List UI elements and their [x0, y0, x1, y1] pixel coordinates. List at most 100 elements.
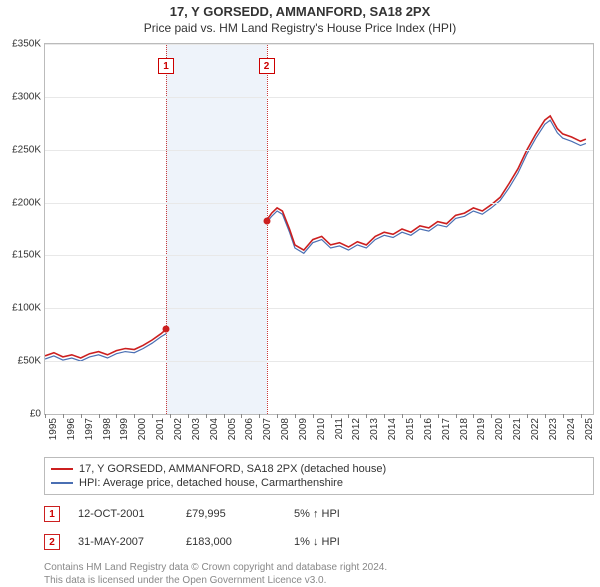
transaction-date: 12-OCT-2001: [78, 508, 168, 520]
legend-swatch: [51, 482, 73, 484]
x-axis-label: 2011: [334, 418, 345, 440]
transaction-marker: 1: [44, 506, 60, 522]
transactions-table: 112-OCT-2001£79,9955% HPI231-MAY-2007£18…: [44, 503, 594, 559]
legend-box: 17, Y GORSEDD, AMMANFORD, SA18 2PX (deta…: [44, 457, 594, 495]
x-tick: [384, 414, 385, 418]
footer-line-1: Contains HM Land Registry data © Crown c…: [44, 561, 594, 574]
x-tick: [277, 414, 278, 418]
gridline: [45, 97, 593, 98]
x-axis-label: 2009: [298, 418, 309, 440]
x-axis-label: 2025: [584, 418, 595, 440]
x-axis-label: 2018: [459, 418, 470, 440]
x-tick: [45, 414, 46, 418]
x-axis-label: 2012: [351, 418, 362, 440]
x-axis-label: 1995: [48, 418, 59, 440]
x-axis-label: 2023: [548, 418, 559, 440]
x-axis-label: 2019: [476, 418, 487, 440]
gridline: [45, 203, 593, 204]
transaction-price: £79,995: [186, 508, 276, 520]
x-tick: [545, 414, 546, 418]
x-tick: [438, 414, 439, 418]
chart-title: 17, Y GORSEDD, AMMANFORD, SA18 2PX: [0, 4, 600, 19]
legend-item: 17, Y GORSEDD, AMMANFORD, SA18 2PX (deta…: [51, 462, 587, 476]
band-edge: [166, 44, 167, 414]
chart-subtitle: Price paid vs. HM Land Registry's House …: [0, 21, 600, 35]
y-axis-label: £250K: [12, 144, 41, 155]
transaction-price: £183,000: [186, 536, 276, 548]
x-tick: [81, 414, 82, 418]
y-axis-label: £300K: [12, 91, 41, 102]
x-axis-label: 2003: [191, 418, 202, 440]
x-tick: [473, 414, 474, 418]
data-point-1: [163, 326, 170, 333]
y-axis-label: £100K: [12, 303, 41, 314]
gridline: [45, 44, 593, 45]
x-axis-label: 2020: [494, 418, 505, 440]
gridline: [45, 308, 593, 309]
y-axis-label: £350K: [12, 39, 41, 50]
x-axis-label: 2017: [441, 418, 452, 440]
x-tick: [63, 414, 64, 418]
x-tick: [152, 414, 153, 418]
x-tick: [581, 414, 582, 418]
x-axis-label: 2004: [209, 418, 220, 440]
x-tick: [420, 414, 421, 418]
series-subject: [45, 116, 586, 358]
footer-line-2: This data is licensed under the Open Gov…: [44, 574, 594, 587]
x-axis-label: 2024: [566, 418, 577, 440]
legend-label: HPI: Average price, detached house, Carm…: [79, 477, 343, 489]
legend-item: HPI: Average price, detached house, Carm…: [51, 476, 587, 490]
x-tick: [224, 414, 225, 418]
chart-area: £0£50K£100K£150K£200K£250K£300K£350K1995…: [44, 43, 594, 415]
x-tick: [116, 414, 117, 418]
x-tick: [348, 414, 349, 418]
x-tick: [295, 414, 296, 418]
x-tick: [241, 414, 242, 418]
x-tick: [134, 414, 135, 418]
x-axis-label: 2015: [405, 418, 416, 440]
y-axis-label: £150K: [12, 250, 41, 261]
x-axis-label: 2013: [369, 418, 380, 440]
highlight-band: [166, 44, 266, 414]
chart-marker-2: 2: [259, 58, 275, 74]
footer-attribution: Contains HM Land Registry data © Crown c…: [44, 561, 594, 587]
y-axis-label: £200K: [12, 197, 41, 208]
x-axis-label: 2002: [173, 418, 184, 440]
legend-swatch: [51, 468, 73, 470]
x-tick: [259, 414, 260, 418]
x-axis-label: 2006: [244, 418, 255, 440]
x-tick: [188, 414, 189, 418]
gridline: [45, 255, 593, 256]
band-edge: [267, 44, 268, 414]
chart-lines-svg: [45, 44, 593, 414]
x-tick: [99, 414, 100, 418]
x-axis-label: 2022: [530, 418, 541, 440]
x-axis-label: 2021: [512, 418, 523, 440]
x-axis-label: 1999: [119, 418, 130, 440]
chart-marker-1: 1: [158, 58, 174, 74]
series-hpi: [45, 120, 586, 361]
x-tick: [456, 414, 457, 418]
transaction-delta: 1% HPI: [294, 536, 384, 548]
transaction-row: 231-MAY-2007£183,0001% HPI: [44, 531, 594, 559]
x-tick: [491, 414, 492, 418]
x-axis-label: 2014: [387, 418, 398, 440]
y-axis-label: £50K: [18, 356, 41, 367]
gridline: [45, 150, 593, 151]
x-axis-label: 2001: [155, 418, 166, 440]
x-axis-label: 2010: [316, 418, 327, 440]
y-axis-label: £0: [30, 409, 41, 420]
x-axis-label: 2007: [262, 418, 273, 440]
x-tick: [527, 414, 528, 418]
x-tick: [206, 414, 207, 418]
x-tick: [313, 414, 314, 418]
x-tick: [563, 414, 564, 418]
transaction-marker: 2: [44, 534, 60, 550]
data-point-2: [263, 217, 270, 224]
x-axis-label: 1998: [102, 418, 113, 440]
legend-label: 17, Y GORSEDD, AMMANFORD, SA18 2PX (deta…: [79, 463, 386, 475]
x-axis-label: 1997: [84, 418, 95, 440]
x-axis-label: 1996: [66, 418, 77, 440]
transaction-delta: 5% HPI: [294, 508, 384, 520]
x-tick: [331, 414, 332, 418]
